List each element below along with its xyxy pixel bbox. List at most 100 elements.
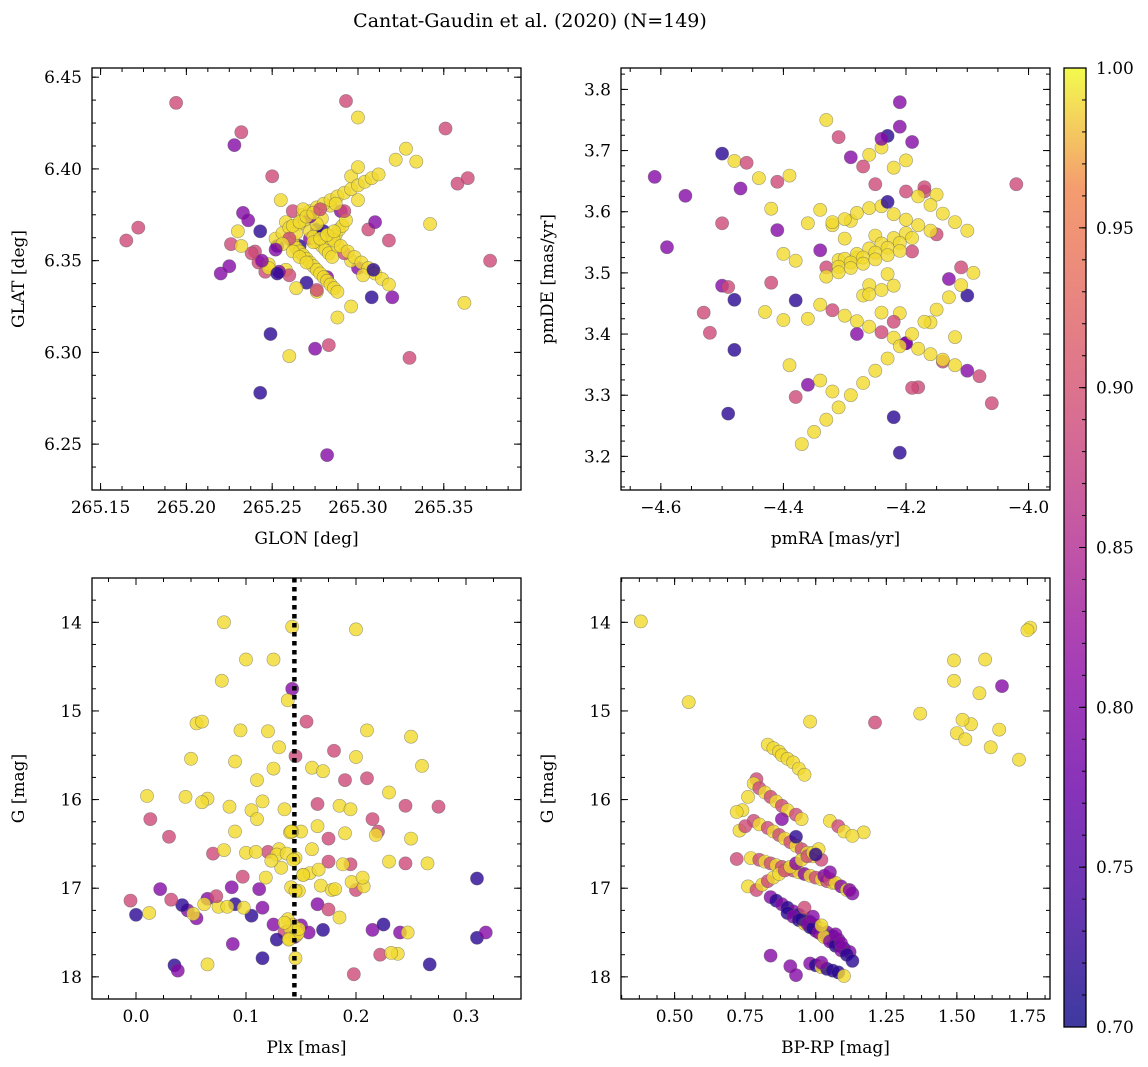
y-tick-label: 3.4	[584, 325, 611, 345]
data-point	[129, 907, 143, 922]
data-point	[843, 261, 858, 275]
data-point	[794, 812, 809, 826]
colorbar-tick-label: 0.70	[1096, 1018, 1134, 1038]
data-point	[250, 812, 264, 826]
data-point	[299, 714, 314, 729]
y-axis-label: GLAT [deg]	[9, 230, 29, 328]
data-point	[899, 184, 913, 199]
data-point	[733, 181, 748, 196]
data-point	[715, 216, 729, 231]
x-tick-label: −4.2	[885, 498, 926, 518]
data-point	[178, 790, 193, 804]
data-point	[142, 906, 157, 920]
y-tick-label: 17	[589, 879, 611, 899]
data-point	[253, 224, 268, 239]
data-point	[197, 897, 212, 912]
x-tick-label: −4.0	[1008, 498, 1049, 518]
data-point	[1012, 752, 1026, 767]
y-tick-label: 6.30	[44, 343, 82, 363]
data-point	[153, 882, 168, 896]
data-point	[228, 824, 242, 839]
x-axis-label: Plx [mas]	[266, 1038, 346, 1058]
data-point	[321, 338, 336, 352]
data-point	[236, 900, 251, 915]
data-point	[266, 652, 281, 667]
data-point	[801, 216, 815, 231]
y-axis-label: G [mag]	[9, 754, 29, 823]
x-tick-label: 265.15	[71, 498, 130, 518]
data-point	[775, 812, 789, 826]
data-point	[284, 824, 298, 839]
data-point	[831, 130, 846, 144]
data-point	[438, 121, 453, 136]
data-point	[335, 857, 350, 872]
data-point	[819, 113, 834, 127]
data-point	[843, 150, 858, 165]
data-point	[404, 831, 418, 846]
data-point	[385, 290, 400, 305]
y-tick-label: 6.45	[44, 68, 82, 88]
data-point	[252, 882, 267, 896]
x-tick-label: −4.6	[640, 498, 681, 518]
data-point	[170, 963, 185, 978]
data-point	[681, 695, 696, 709]
data-point	[892, 339, 907, 354]
data-point	[917, 314, 932, 329]
x-axis-label: pmRA [mas/yr]	[771, 529, 900, 549]
axes-frame	[620, 577, 1051, 1000]
data-point	[265, 169, 280, 184]
data-point	[831, 400, 846, 415]
data-point	[483, 253, 497, 268]
y-tick-label: 16	[589, 791, 611, 811]
data-point	[845, 829, 860, 843]
data-point	[280, 693, 295, 708]
data-point	[823, 865, 837, 880]
data-point	[123, 893, 138, 908]
data-point	[225, 937, 240, 951]
data-point	[874, 131, 889, 146]
scatter-points	[119, 94, 497, 462]
data-point	[272, 740, 286, 755]
data-point	[355, 870, 370, 885]
data-point	[788, 293, 803, 308]
data-point	[269, 932, 284, 947]
colorbar-tick-label: 1.00	[1096, 59, 1134, 79]
data-point	[868, 363, 883, 378]
data-point	[801, 311, 815, 326]
data-point	[831, 265, 846, 280]
x-axis-label: BP-RP [mag]	[781, 1038, 890, 1058]
data-point	[868, 177, 883, 192]
data-point	[880, 248, 895, 262]
data-point	[384, 946, 399, 960]
data-point	[972, 686, 987, 701]
panel-parallax-magnitude: 0.0 0.1 0.2 0.3 14 15 16 17 18 Plx [mas] G [mag]	[9, 577, 522, 1058]
x-tick-label: 1.75	[1008, 1007, 1046, 1027]
data-point	[929, 302, 944, 317]
data-point	[886, 278, 901, 293]
data-point	[856, 159, 870, 174]
data-point	[813, 297, 828, 312]
data-point	[880, 194, 895, 209]
data-point	[837, 969, 851, 983]
data-point	[398, 856, 413, 871]
data-point	[422, 957, 437, 972]
data-point	[782, 358, 797, 373]
x-tick-label: 0.3	[452, 1007, 479, 1027]
data-point	[224, 880, 239, 895]
data-point	[806, 909, 820, 924]
data-point	[911, 341, 926, 356]
x-tick-label: 1.50	[938, 1007, 976, 1027]
data-point	[266, 761, 281, 776]
data-point	[892, 445, 907, 460]
data-point	[960, 363, 975, 378]
data-point	[248, 845, 263, 859]
data-point	[365, 812, 380, 826]
data-point	[850, 327, 864, 341]
data-point	[404, 729, 418, 744]
data-point	[368, 828, 383, 842]
data-point	[371, 167, 386, 182]
y-tick-label: 3.5	[584, 264, 611, 284]
data-point	[250, 773, 264, 787]
data-point	[892, 119, 907, 134]
data-point	[770, 174, 785, 189]
